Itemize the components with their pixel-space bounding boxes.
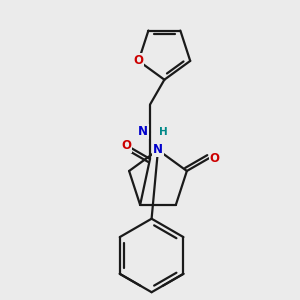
Text: N: N — [153, 143, 163, 157]
Text: O: O — [122, 139, 131, 152]
Text: O: O — [134, 54, 143, 68]
Text: O: O — [210, 152, 220, 165]
Text: N: N — [138, 125, 148, 138]
Text: H: H — [159, 127, 168, 137]
